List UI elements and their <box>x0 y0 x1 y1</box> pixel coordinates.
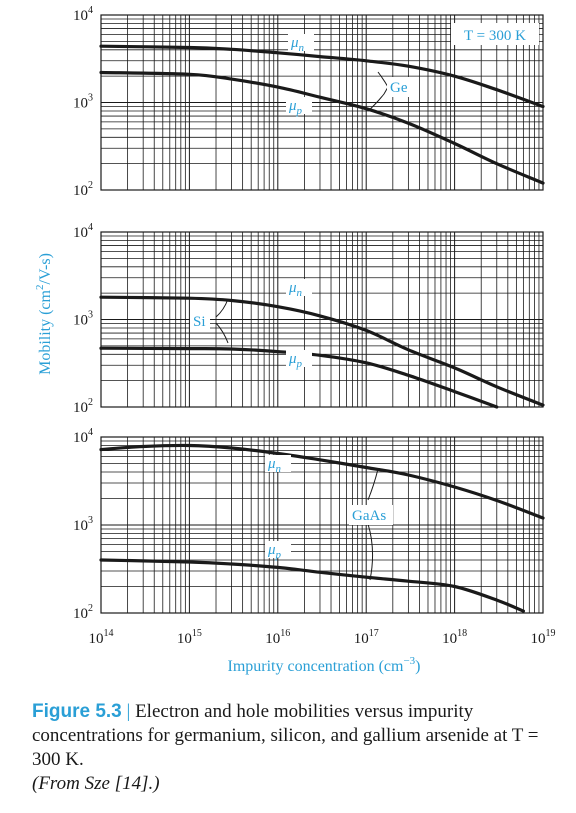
si-label-bg <box>190 311 210 331</box>
y-tick-label: 103 <box>73 310 93 329</box>
temperature-label: T = 300 K <box>464 28 526 44</box>
panel-gaas <box>99 436 545 614</box>
x-tick-label: 1019 <box>531 628 556 647</box>
caption-separator: | <box>126 701 131 722</box>
si-label: Si <box>193 314 206 330</box>
ge-brace <box>367 71 389 112</box>
si-mu-p-label-bg <box>286 350 312 367</box>
y-tick-label: 102 <box>73 397 93 416</box>
grid <box>100 437 543 614</box>
series-line-ge-mu-p <box>99 70 545 185</box>
si-mu-n-label-bg <box>286 279 312 296</box>
y-tick-label: 104 <box>73 427 93 446</box>
gaas-brace <box>367 468 379 581</box>
caption-text: Electron and hole mobilities versus impu… <box>32 701 539 770</box>
series-line-ge-mu-n <box>99 44 545 109</box>
x-tick-label: 1016 <box>265 628 290 647</box>
gaas-label: GaAs <box>352 508 386 524</box>
caption-source: (From Sze [14].) <box>32 773 160 794</box>
gaas-mu-p-label-bg <box>265 541 291 558</box>
panel-si <box>99 231 545 409</box>
y-tick-label: 104 <box>73 5 93 24</box>
si-brace <box>215 298 229 344</box>
y-tick-label: 104 <box>73 222 93 241</box>
y-tick-label: 102 <box>73 603 93 622</box>
grid <box>100 15 543 191</box>
gaas-mu-p-label: μp <box>267 542 282 561</box>
ge-mu-p-label: μp <box>288 98 303 117</box>
x-tick-label: 1017 <box>354 628 379 647</box>
ge-label: Ge <box>390 80 408 96</box>
figure-number: Figure 5.3 <box>32 701 122 722</box>
plot-frame <box>100 14 544 191</box>
figure-caption: Figure 5.3 | Electron and hole mobilitie… <box>32 700 552 796</box>
x-tick-label: 1014 <box>89 628 114 647</box>
series-line-gaas-mu-n <box>99 443 545 520</box>
ge-mu-n-label-bg <box>288 34 314 51</box>
y-axis-label: Mobility (cm2/V-s) <box>34 253 54 375</box>
si-mu-n-label: μn <box>288 280 303 299</box>
ge-label-bg <box>387 77 413 97</box>
si-mu-p-label: μp <box>288 351 303 370</box>
series-line-si-mu-p <box>99 346 499 409</box>
panel-ge <box>99 14 545 191</box>
gaas-mu-n-label: μn <box>267 456 282 475</box>
gaas-mu-n-label-bg <box>265 455 291 472</box>
ge-mu-n-label: μn <box>290 35 305 54</box>
series-line-si-mu-n <box>99 295 545 407</box>
y-tick-label: 103 <box>73 515 93 534</box>
y-tick-label: 102 <box>73 180 93 199</box>
y-tick-label: 103 <box>73 93 93 112</box>
gaas-label-bg <box>349 505 393 525</box>
x-tick-label: 1018 <box>442 628 467 647</box>
x-tick-label: 1015 <box>177 628 202 647</box>
x-axis-label: Impurity concentration (cm−3) <box>228 655 421 675</box>
series-line-gaas-mu-p <box>99 558 525 613</box>
plot-frame <box>100 231 544 408</box>
ge-mu-p-label-bg <box>286 97 312 114</box>
temp-label-bg <box>451 23 539 45</box>
plot-frame <box>100 436 544 614</box>
grid <box>100 232 543 408</box>
